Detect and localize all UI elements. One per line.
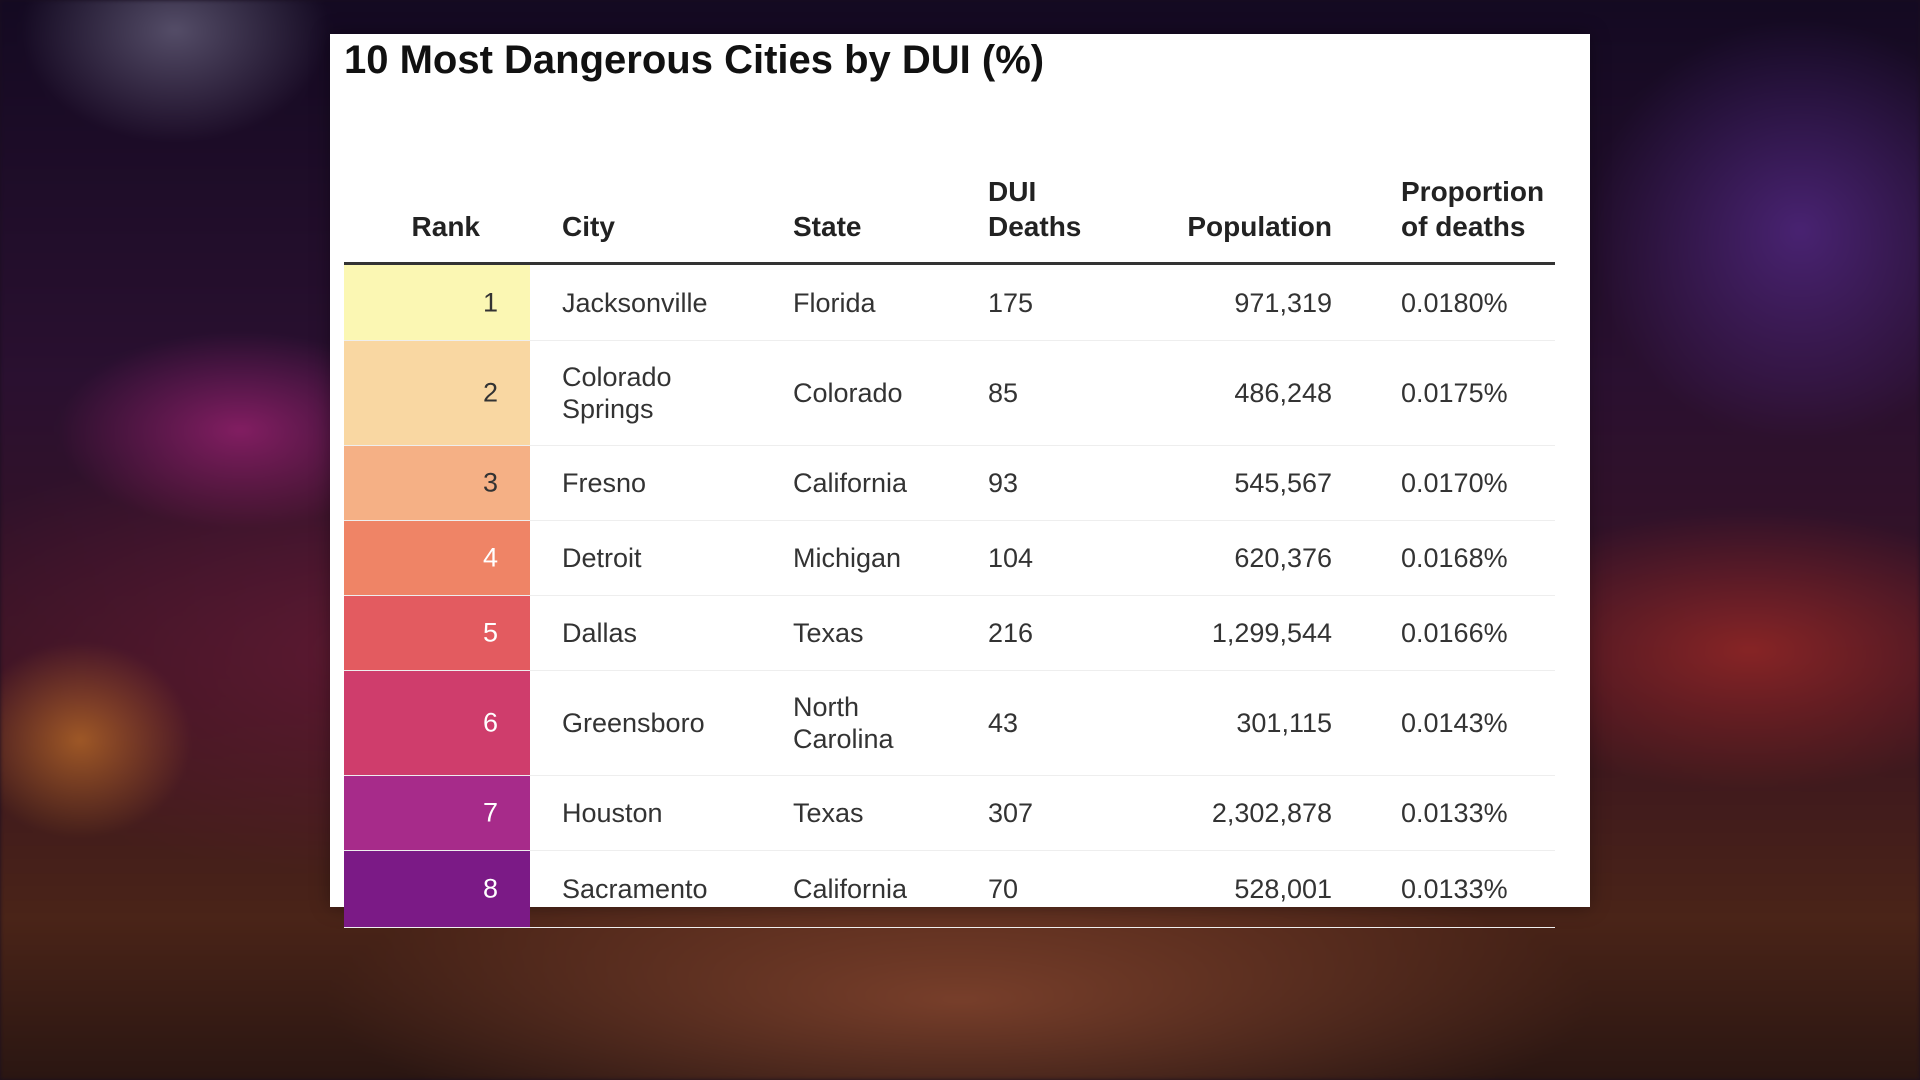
header-city: City <box>562 211 615 242</box>
dui-deaths-value: 70 <box>988 874 1019 904</box>
rank-color-cell: 3 <box>344 446 530 520</box>
state-value: Texas <box>793 798 864 828</box>
dui-deaths-value: 307 <box>988 798 1034 828</box>
table-row: 4 Detroit Michigan 104 620,376 0.0168% <box>344 521 1555 596</box>
city-value: Jacksonville <box>562 287 708 318</box>
state-value: Colorado <box>793 378 903 408</box>
header-state: State <box>793 211 862 242</box>
population-value: 301,115 <box>1236 708 1332 738</box>
city-value: Greensboro <box>562 708 705 738</box>
population-value: 971,319 <box>1234 287 1332 318</box>
state-value: California <box>793 468 908 498</box>
rank-color-cell: 4 <box>344 521 530 595</box>
rank-color-cell: 6 <box>344 671 530 775</box>
data-table: Rank City State DUI Deaths Population Pr… <box>344 144 1555 928</box>
proportion-value: 0.0166% <box>1401 618 1508 648</box>
rank-value: 1 <box>482 287 498 317</box>
dui-deaths-value: 85 <box>988 378 1019 408</box>
table-row: 3 Fresno California 93 545,567 0.0170% <box>344 446 1555 521</box>
rank-value: 6 <box>482 707 498 738</box>
population-value: 2,302,878 <box>1211 798 1332 828</box>
dui-deaths-value: 216 <box>988 618 1034 648</box>
city-value: Dallas <box>562 618 638 648</box>
proportion-value: 0.0180% <box>1401 287 1508 318</box>
dui-deaths-value: 104 <box>988 543 1034 573</box>
rank-value: 4 <box>482 542 498 573</box>
state-value: Florida <box>793 287 876 318</box>
proportion-value: 0.0133% <box>1401 874 1508 904</box>
table-row: 7 Houston Texas 307 2,302,878 0.0133% <box>344 776 1555 851</box>
rank-value: 5 <box>482 617 498 648</box>
rank-color-cell: 5 <box>344 596 530 670</box>
table-row: 2 Colorado Springs Colorado 85 486,248 0.0175… <box>344 341 1555 446</box>
header-dui-deaths: DUI Deaths <box>988 176 1082 242</box>
rank-value: 7 <box>482 797 498 828</box>
population-value: 545,567 <box>1234 468 1332 498</box>
table-row: 6 Greensboro North Carolina 43 301,115 0.0143… <box>344 671 1555 776</box>
rank-color-cell: 7 <box>344 776 530 850</box>
state-value: California <box>793 874 908 904</box>
header-rank: Rank <box>411 211 480 242</box>
population-value: 1,299,544 <box>1211 618 1332 648</box>
header-proportion: Proportion of deaths <box>1401 176 1545 242</box>
proportion-value: 0.0168% <box>1401 543 1508 573</box>
table-panel: 10 Most Dangerous Cities by DUI (%) Rank… <box>330 34 1590 928</box>
city-value: Detroit <box>562 543 642 573</box>
header-population: Population <box>1187 211 1332 242</box>
state-value: Michigan <box>793 543 902 573</box>
proportion-value: 0.0175% <box>1401 378 1508 408</box>
table-row: 1 Jacksonville Florida 175 971,319 0.0180% <box>344 265 1555 341</box>
city-value: Houston <box>562 798 663 828</box>
population-value: 620,376 <box>1234 543 1332 573</box>
state-value: North Carolina <box>793 692 894 754</box>
rank-color-cell: 1 <box>344 265 530 340</box>
table-header: Rank City State DUI Deaths Population Pr… <box>344 144 1555 265</box>
rank-value: 2 <box>482 377 498 408</box>
city-value: Fresno <box>562 468 647 498</box>
chart-title: 10 Most Dangerous Cities by DUI (%) <box>344 38 1045 82</box>
dui-deaths-value: 43 <box>988 708 1019 738</box>
table-row: 8 Sacramento California 70 528,001 0.0133% <box>344 851 1555 928</box>
table-body: 1 Jacksonville Florida 175 971,319 0.0180% 2 Co… <box>344 265 1555 928</box>
rank-value: 8 <box>482 873 498 904</box>
proportion-value: 0.0143% <box>1401 708 1508 738</box>
state-value: Texas <box>793 618 864 648</box>
rank-color-cell: 2 <box>344 341 530 445</box>
table-row: 5 Dallas Texas 216 1,299,544 0.0166% <box>344 596 1555 671</box>
population-value: 528,001 <box>1234 874 1332 904</box>
rank-color-cell: 8 <box>344 851 530 927</box>
population-value: 486,248 <box>1234 378 1332 408</box>
proportion-value: 0.0133% <box>1401 798 1508 828</box>
city-value: Colorado Springs <box>562 362 672 424</box>
dui-deaths-value: 93 <box>988 468 1019 498</box>
dui-deaths-value: 175 <box>988 287 1034 318</box>
proportion-value: 0.0170% <box>1401 468 1508 498</box>
rank-value: 3 <box>482 467 498 498</box>
city-value: Sacramento <box>562 874 708 904</box>
